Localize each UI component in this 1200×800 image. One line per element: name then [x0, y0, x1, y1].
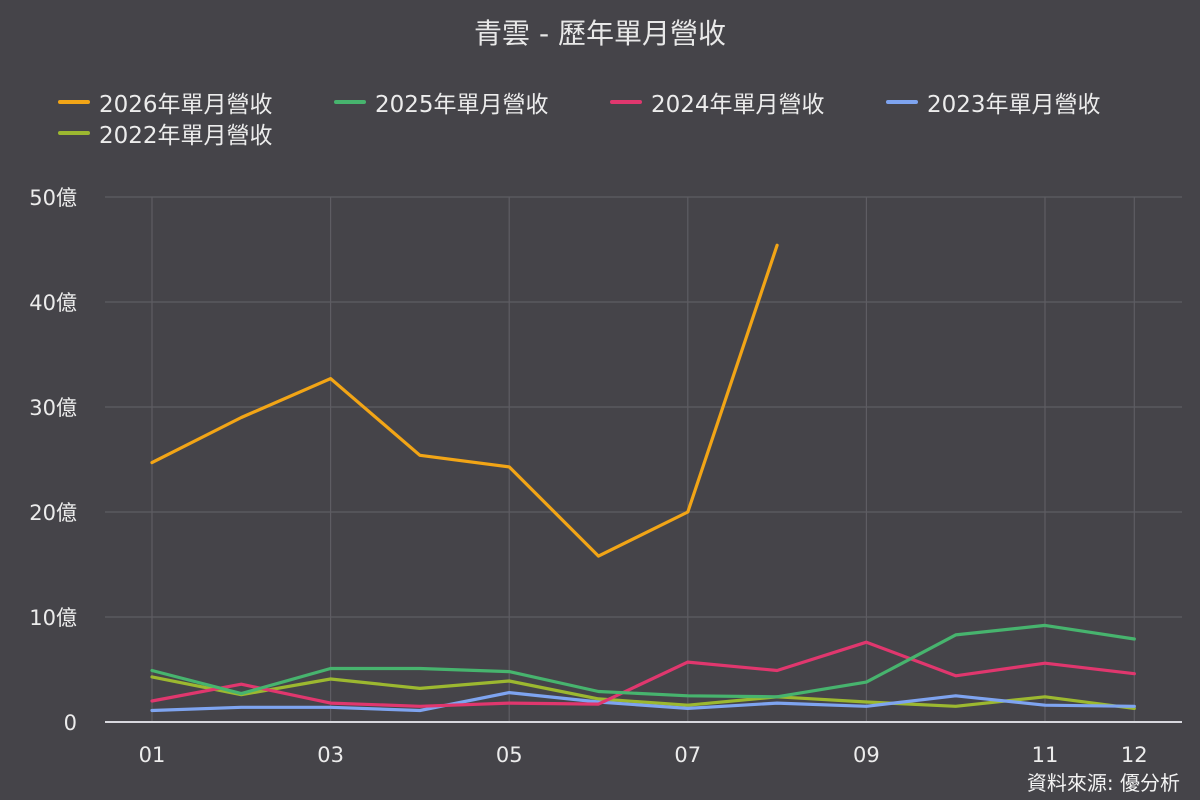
legend-swatch — [886, 100, 918, 104]
y-tick-label: 50億 — [29, 186, 77, 210]
chart-title: 青雲 - 歷年單月營收 — [474, 17, 726, 50]
legend-item[interactable]: 2026年單月營收 — [58, 87, 273, 118]
legend-label: 2024年單月營收 — [651, 92, 825, 118]
series-line-2025年單月營收 — [150, 623, 1136, 699]
x-tick-label: 01 — [139, 743, 166, 767]
x-tick-label: 11 — [1032, 743, 1059, 767]
y-tick-label: 30億 — [29, 396, 77, 420]
x-tick-label: 09 — [853, 743, 880, 767]
legend-swatch — [610, 100, 642, 104]
x-tick-label: 12 — [1121, 743, 1148, 767]
y-tick-label: 20億 — [29, 501, 77, 525]
legend-label: 2022年單月營收 — [99, 123, 273, 149]
y-tick-label: 10億 — [29, 606, 77, 630]
series-line-2022年單月營收 — [150, 675, 1136, 711]
legend-swatch — [58, 100, 90, 104]
legend-label: 2023年單月營收 — [927, 92, 1101, 118]
x-tick-label: 05 — [496, 743, 523, 767]
legend-label: 2025年單月營收 — [375, 92, 549, 118]
source-label: 資料來源: 優分析 — [1026, 771, 1180, 795]
y-tick-label: 0 — [64, 711, 77, 735]
legend-label: 2026年單月營收 — [99, 92, 273, 118]
series-line-2023年單月營收 — [150, 690, 1136, 713]
series-line-2026年單月營收 — [150, 243, 779, 558]
series-line-2024年單月營收 — [150, 640, 1136, 708]
legend-item[interactable]: 2025年單月營收 — [334, 87, 549, 118]
legend-swatch — [334, 100, 366, 104]
x-tick-label: 03 — [317, 743, 344, 767]
legend-swatch — [58, 131, 90, 135]
legend-item[interactable]: 2022年單月營收 — [58, 118, 273, 149]
legend-item[interactable]: 2024年單月營收 — [610, 87, 825, 118]
y-tick-label: 40億 — [29, 291, 77, 315]
legend-item[interactable]: 2023年單月營收 — [886, 87, 1101, 118]
x-tick-label: 07 — [674, 743, 701, 767]
